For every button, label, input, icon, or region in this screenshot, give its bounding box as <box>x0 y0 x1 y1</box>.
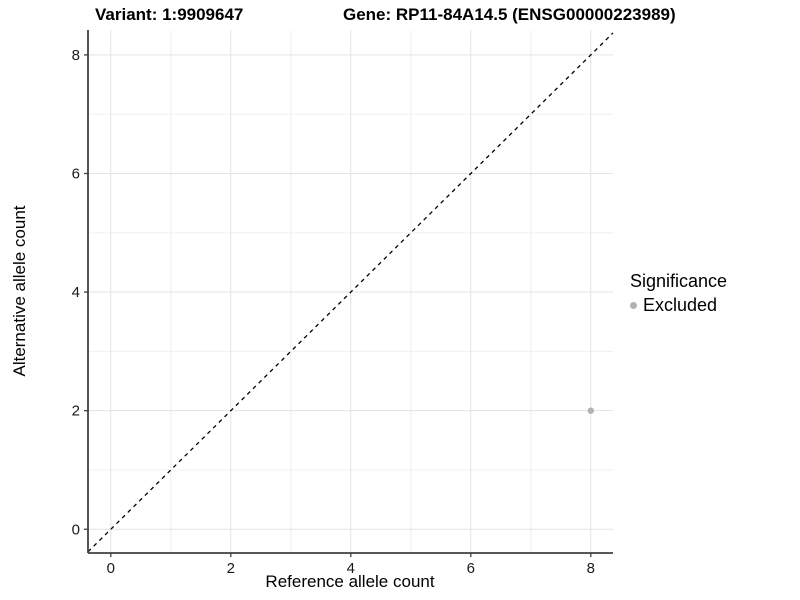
legend-item-label: Excluded <box>643 295 718 315</box>
plot-title-variant: Variant: 1:9909647 <box>95 5 244 24</box>
data-point <box>587 407 594 414</box>
y-tick-label: 6 <box>72 165 80 182</box>
y-tick-label: 4 <box>72 284 80 301</box>
y-axis-label: Alternative allele count <box>10 205 29 377</box>
x-tick-label: 6 <box>467 560 475 577</box>
y-tick-label: 8 <box>72 47 80 64</box>
legend-title: Significance <box>630 271 728 291</box>
legend: Significance Excluded <box>630 271 727 316</box>
y-tick-label: 2 <box>72 403 80 420</box>
x-tick-label: 2 <box>227 560 235 577</box>
plot-title-gene: Gene: RP11-84A14.5 (ENSG00000223989) <box>343 5 676 24</box>
x-tick-label: 8 <box>587 560 595 577</box>
x-axis-label: Reference allele count <box>265 572 435 591</box>
x-tick-label: 4 <box>347 560 355 577</box>
legend-item-excluded: Excluded <box>630 295 727 316</box>
y-tick-label: 0 <box>72 521 80 538</box>
x-tick-label: 0 <box>107 560 115 577</box>
identity-line <box>87 32 614 553</box>
legend-point-icon <box>630 302 637 309</box>
